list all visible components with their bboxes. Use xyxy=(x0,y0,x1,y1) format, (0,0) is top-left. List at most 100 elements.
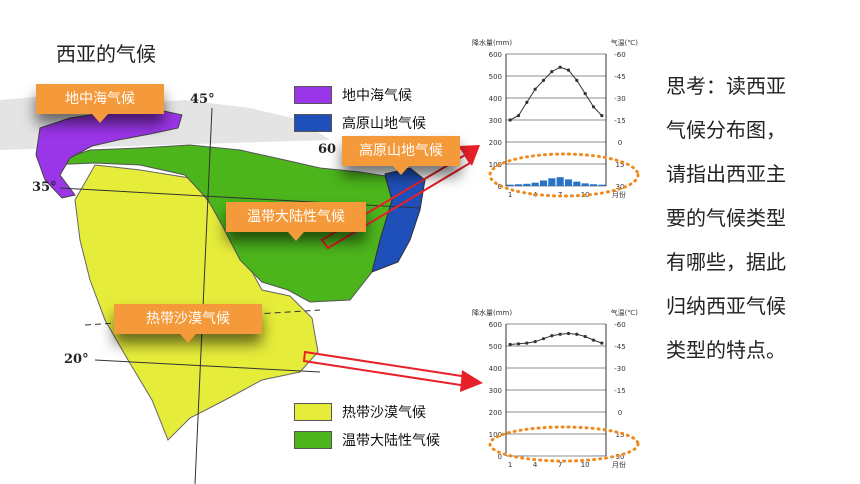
temp-tick-label: 15 xyxy=(616,431,625,439)
precip-tick-label: 200 xyxy=(489,139,502,147)
question-line: 请指出西亚主 xyxy=(666,162,786,186)
precip-tick-label: 300 xyxy=(489,387,502,395)
question-text: 思考：读西亚 气候分布图， 请指出西亚主 要的气候类型 有哪些，据此 归纳西亚气… xyxy=(666,64,826,372)
temp-tick-label: -30 xyxy=(614,95,625,103)
precip-bar xyxy=(548,178,556,186)
precip-bar xyxy=(556,177,564,186)
precip-bar xyxy=(523,183,531,186)
temp-tick-label: -15 xyxy=(614,387,625,395)
temperature-point xyxy=(541,337,546,341)
temp-tick-label: -30 xyxy=(614,365,625,373)
temperature-point xyxy=(525,341,529,345)
legend-swatch xyxy=(294,403,332,421)
callout-mediterranean: 地中海气候 xyxy=(36,84,164,123)
legend-desert: 热带沙漠气候 xyxy=(294,402,426,422)
temperature-point xyxy=(533,87,537,91)
temperature-point xyxy=(600,341,604,345)
legend-continental: 温带大陆性气候 xyxy=(294,430,440,450)
temperature-point xyxy=(583,334,587,339)
precip-tick-label: 100 xyxy=(489,431,502,439)
question-line: 思考：读西亚 xyxy=(666,74,786,98)
temperature-point xyxy=(575,332,579,336)
temp-tick-label: 30 xyxy=(616,453,625,461)
legend-mediterranean: 地中海气候 xyxy=(294,85,412,105)
dotted-ellipse xyxy=(488,425,640,463)
precip-bar xyxy=(531,182,539,186)
lat20-line xyxy=(94,359,321,373)
precip-tick-label: 100 xyxy=(489,161,502,169)
precip-bar xyxy=(581,183,589,186)
temperature-point xyxy=(600,114,604,118)
legend-label: 温带大陆性气候 xyxy=(342,433,440,449)
dotted-ellipse xyxy=(488,152,640,198)
temperature-line xyxy=(509,66,603,121)
precip-tick-label: 500 xyxy=(489,343,502,351)
temperature-point xyxy=(550,334,554,338)
temp-tick-label: -45 xyxy=(614,343,625,351)
precip-tick-label: 600 xyxy=(489,321,502,329)
temperature-point xyxy=(575,78,579,82)
precip-bar xyxy=(598,184,606,186)
temp-tick-label: -45 xyxy=(614,73,625,81)
arrow-to-lower-chart xyxy=(302,350,483,392)
temp-axis-label: 气温(℃) xyxy=(611,308,639,317)
precip-bar xyxy=(506,184,514,186)
precip-tick-label: 500 xyxy=(489,73,502,81)
legend-highland: 高原山地气候 xyxy=(294,113,426,133)
legend-swatch xyxy=(294,114,332,132)
temp-tick-label: -15 xyxy=(614,117,625,125)
temperature-point xyxy=(533,340,537,344)
legend-swatch xyxy=(294,431,332,449)
month-unit-label: 月份 xyxy=(612,190,626,199)
question-line: 要的气候类型 xyxy=(666,206,786,230)
callout-continental: 温带大陆性气候 xyxy=(226,202,366,241)
climate-chart-desert: 降水量(mm) 气温(℃) 0 30 100 15 200 0 300 -15 400 -30 500 -… xyxy=(472,308,640,469)
month-unit-label: 月份 xyxy=(612,460,626,469)
lon45-label: 45° xyxy=(190,92,215,107)
legend-swatch xyxy=(294,86,332,104)
arrow-to-upper-chart xyxy=(320,145,480,250)
precip-bar xyxy=(564,179,573,186)
lon45-line xyxy=(194,107,213,484)
lon60-label: 60 xyxy=(318,142,337,157)
month-tick-label: 1 xyxy=(508,191,512,199)
legend-label: 热带沙漠气候 xyxy=(342,405,426,421)
question-line: 归纳西亚气候 xyxy=(666,294,786,318)
precip-bar xyxy=(573,181,581,186)
callout-highland: 高原山地气候 xyxy=(342,136,460,175)
highland-region xyxy=(371,167,426,273)
precip-tick-label: 300 xyxy=(489,117,502,125)
temperature-point xyxy=(591,105,596,109)
month-tick-label: 7 xyxy=(558,461,562,469)
temperature-point xyxy=(508,118,512,122)
legend-label: 高原山地气候 xyxy=(342,116,426,132)
precip-axis-label: 降水量(mm) xyxy=(472,38,512,47)
temp-axis-label: 气温(℃) xyxy=(611,38,639,47)
precip-tick-label: 600 xyxy=(489,51,502,59)
temperature-point xyxy=(566,68,571,72)
temperature-point xyxy=(508,342,512,347)
temperature-point xyxy=(541,78,546,82)
temp-tick-label: 15 xyxy=(616,161,625,169)
callout-highland-label: 高原山地气候 xyxy=(359,143,443,159)
temperature-line xyxy=(510,332,602,345)
precip-bar xyxy=(539,180,548,186)
callout-desert-label: 热带沙漠气候 xyxy=(146,311,230,327)
temperature-point xyxy=(566,331,571,336)
question-line: 类型的特点。 xyxy=(666,338,786,362)
callout-mediterranean-label: 地中海气候 xyxy=(65,91,135,107)
precip-tick-label: 400 xyxy=(489,95,502,103)
temperature-point xyxy=(525,100,529,104)
temperature-point xyxy=(558,332,562,336)
question-line: 有哪些，据此 xyxy=(666,250,786,274)
temperature-point xyxy=(550,70,554,74)
precip-axis-label: 降水量(mm) xyxy=(472,308,512,317)
month-tick-label: 1 xyxy=(508,461,512,469)
temp-tick-label: 0 xyxy=(618,139,622,147)
precip-bar xyxy=(589,184,598,186)
callout-desert: 热带沙漠气候 xyxy=(114,304,262,343)
temperature-point xyxy=(591,338,596,342)
